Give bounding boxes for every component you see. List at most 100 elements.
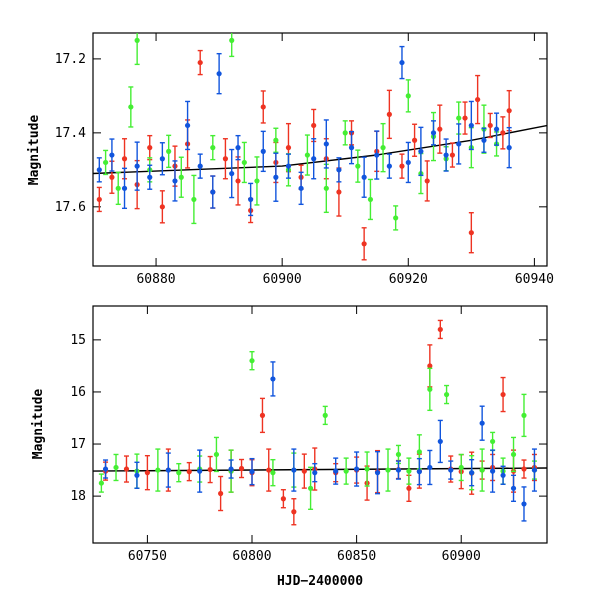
top-red-point bbox=[159, 204, 165, 210]
bottom-green-point bbox=[406, 468, 412, 474]
top-green-point bbox=[380, 145, 386, 151]
top-blue-point bbox=[229, 170, 235, 177]
bottom-blue-point bbox=[531, 467, 538, 473]
top-blue-point bbox=[109, 152, 115, 158]
top-green-point bbox=[103, 159, 109, 166]
bottom-green-point bbox=[416, 449, 422, 455]
bottom-blue-point bbox=[490, 468, 496, 474]
bottom-red-point bbox=[144, 470, 150, 476]
top-blue-point bbox=[323, 141, 329, 147]
bottom-green-point bbox=[322, 412, 328, 418]
top-y-tick-label: 17.4 bbox=[55, 126, 86, 141]
bottom-blue-point bbox=[427, 464, 433, 471]
top-red-point bbox=[109, 174, 115, 180]
top-red-point bbox=[475, 96, 481, 103]
top-x-tick-label: 60920 bbox=[389, 272, 428, 287]
top-red-point bbox=[437, 126, 443, 132]
top-green-point bbox=[367, 196, 374, 203]
top-blue-point bbox=[399, 59, 405, 66]
top-blue-point bbox=[405, 159, 411, 166]
bottom-blue-point bbox=[395, 467, 402, 473]
bottom-y-tick-label: 16 bbox=[70, 385, 86, 400]
bottom-blue-point bbox=[416, 469, 422, 475]
top-red-point bbox=[449, 152, 456, 158]
top-trend-curve bbox=[93, 124, 547, 175]
top-blue-point bbox=[172, 178, 178, 184]
bottom-green-point bbox=[213, 451, 220, 458]
bottom-y-tick-label: 15 bbox=[70, 333, 86, 348]
bottom-blue-point bbox=[469, 470, 475, 476]
top-red-point bbox=[197, 59, 203, 66]
top-blue-point bbox=[96, 167, 102, 173]
top-blue-point bbox=[210, 189, 216, 195]
top-blue-point bbox=[273, 174, 279, 180]
top-blue-point bbox=[159, 156, 165, 162]
bottom-blue-point bbox=[312, 470, 318, 476]
bottom-blue-point bbox=[291, 467, 297, 473]
top-red-point bbox=[462, 115, 468, 121]
top-red-point bbox=[424, 178, 430, 184]
top-blue-point bbox=[506, 145, 512, 151]
top-x-tick-label: 60900 bbox=[263, 272, 302, 287]
top-blue-point bbox=[184, 122, 191, 129]
bottom-blue-point bbox=[333, 468, 339, 474]
top-blue-point bbox=[468, 122, 474, 129]
bottom-y-axis-label: Magnitude bbox=[31, 389, 46, 460]
bottom-blue-point bbox=[102, 466, 109, 472]
bottom-red-point bbox=[207, 466, 213, 473]
bottom-blue-point bbox=[134, 472, 140, 478]
bottom-y-tick-label: 18 bbox=[70, 489, 86, 504]
top-y-axis-label: Magnitude bbox=[27, 115, 42, 186]
top-blue-point bbox=[248, 196, 254, 203]
top-blue-point bbox=[386, 163, 392, 169]
top-blue-point bbox=[134, 163, 140, 169]
bottom-x-tick-label: 60750 bbox=[128, 549, 167, 564]
bottom-blue-point bbox=[521, 501, 527, 507]
top-blue-point bbox=[216, 71, 222, 77]
top-green-point bbox=[166, 148, 172, 154]
bottom-green-point bbox=[458, 464, 464, 471]
top-blue-point bbox=[456, 141, 462, 147]
top-plot-frame bbox=[92, 32, 548, 267]
bottom-green-point bbox=[364, 466, 370, 472]
top-blue-point bbox=[336, 167, 342, 173]
bottom-green-point bbox=[249, 358, 255, 364]
bottom-red-point bbox=[123, 466, 130, 472]
bottom-blue-point bbox=[500, 472, 506, 478]
bottom-blue-point bbox=[437, 438, 443, 445]
bottom-green-point bbox=[443, 391, 450, 398]
top-trend-line bbox=[93, 124, 547, 175]
bottom-panel: 60750 60800 60850 60900 15 16 17 18 Magnitude H… bbox=[31, 305, 548, 589]
top-y-tick-label: 17.2 bbox=[55, 52, 86, 67]
bottom-x-axis-label: HJD−2400000 bbox=[277, 574, 363, 589]
top-red-point bbox=[386, 111, 392, 117]
bottom-green-point bbox=[479, 467, 485, 473]
bottom-x-tick-label: 60800 bbox=[232, 549, 271, 564]
bottom-series bbox=[98, 319, 538, 526]
top-blue-point bbox=[348, 145, 355, 151]
bottom-blue-point bbox=[354, 466, 360, 472]
top-blue-point bbox=[235, 145, 241, 151]
bottom-green-point bbox=[521, 412, 527, 418]
top-red-point bbox=[336, 189, 342, 195]
bottom-red-point bbox=[186, 469, 192, 475]
bottom-green-point bbox=[510, 451, 517, 458]
top-x-tick-label: 60940 bbox=[515, 272, 554, 287]
bottom-ticks: 60750 60800 60850 60900 15 16 17 18 bbox=[70, 306, 547, 564]
top-green-point bbox=[210, 145, 216, 151]
bottom-green-point bbox=[155, 467, 161, 473]
top-green-point bbox=[115, 185, 121, 191]
top-red-point bbox=[506, 108, 512, 114]
bottom-red-point bbox=[521, 466, 527, 472]
bottom-green-point bbox=[427, 386, 433, 392]
top-green-point bbox=[273, 137, 279, 143]
top-ticks: 60880 60900 60920 60940 17.2 17.4 17.6 bbox=[55, 33, 554, 287]
bottom-green-point bbox=[270, 470, 276, 476]
top-red-point bbox=[500, 130, 506, 136]
top-green-point bbox=[393, 215, 399, 221]
bottom-y-tick-label: 17 bbox=[70, 437, 86, 452]
top-blue-point bbox=[481, 137, 487, 143]
bottom-blue-point bbox=[228, 466, 234, 472]
top-red-point bbox=[121, 156, 128, 162]
bottom-red-point bbox=[500, 391, 506, 398]
